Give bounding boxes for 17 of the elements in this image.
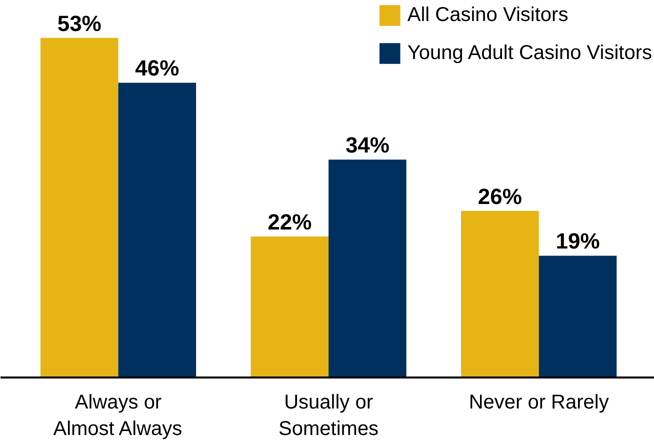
bar [118,82,196,378]
data-label: 19% [556,228,600,254]
bar [40,38,118,378]
x-tick-label: Usually or Sometimes [278,392,379,440]
data-label: 46% [135,56,180,81]
bar [250,236,329,378]
bar [461,210,539,378]
bar [328,160,406,378]
legend-label: All Casino Visitors [407,4,568,26]
x-tick-label: Always or Almost Always [53,392,182,440]
data-label: 34% [345,132,390,158]
bar [538,256,617,378]
data-label: 53% [57,10,102,36]
data-label: 26% [478,184,522,209]
data-label: 22% [268,210,312,235]
legend-label: Young Adult Casino Visitors [407,42,652,64]
x-tick-label: Never or Rarely [468,392,609,414]
